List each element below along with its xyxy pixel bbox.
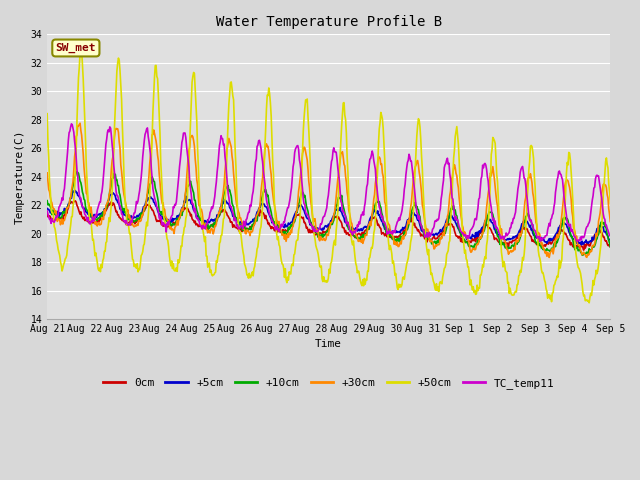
+5cm [112, 197, 120, 203]
Legend: 0cm, +5cm, +10cm, +30cm, +50cm, TC_temp11: 0cm, +5cm, +10cm, +30cm, +50cm, TC_temp1… [99, 373, 559, 393]
+10cm [579, 252, 587, 258]
0cm [607, 244, 614, 250]
+50cm [199, 228, 207, 234]
+5cm [54, 213, 61, 218]
TC_temp11 [112, 189, 120, 194]
+10cm [54, 213, 61, 218]
+10cm [415, 207, 422, 213]
0cm [170, 219, 177, 225]
Line: 0cm: 0cm [47, 201, 611, 250]
+30cm [607, 219, 614, 225]
TC_temp11 [54, 214, 61, 220]
+30cm [54, 218, 61, 224]
TC_temp11 [415, 216, 422, 222]
+50cm [112, 86, 120, 92]
+30cm [112, 126, 120, 132]
0cm [398, 231, 406, 237]
Y-axis label: Temperature(C): Temperature(C) [15, 130, 25, 224]
+30cm [44, 170, 51, 176]
+30cm [170, 227, 177, 233]
+50cm [586, 300, 593, 306]
0cm [72, 198, 79, 204]
+10cm [398, 234, 406, 240]
+10cm [112, 177, 120, 183]
+30cm [545, 254, 553, 260]
+50cm [78, 47, 86, 53]
+5cm [398, 228, 406, 233]
+5cm [577, 242, 585, 248]
+30cm [199, 217, 207, 223]
Title: Water Temperature Profile B: Water Temperature Profile B [216, 15, 442, 29]
0cm [580, 247, 588, 253]
+5cm [44, 205, 51, 211]
TC_temp11 [536, 239, 543, 244]
+50cm [398, 282, 406, 288]
+5cm [607, 237, 614, 242]
0cm [54, 217, 61, 223]
TC_temp11 [199, 222, 207, 228]
Line: +50cm: +50cm [47, 50, 611, 303]
+50cm [170, 261, 177, 266]
TC_temp11 [607, 233, 614, 239]
+30cm [415, 162, 422, 168]
Line: +10cm: +10cm [47, 172, 611, 255]
0cm [112, 209, 120, 215]
+5cm [199, 218, 207, 224]
Line: TC_temp11: TC_temp11 [47, 124, 611, 241]
TC_temp11 [170, 204, 177, 210]
+10cm [73, 169, 81, 175]
+10cm [607, 244, 614, 250]
+50cm [607, 200, 614, 206]
+10cm [170, 221, 177, 227]
TC_temp11 [398, 208, 406, 214]
+10cm [44, 198, 51, 204]
Line: +30cm: +30cm [47, 123, 611, 257]
+50cm [415, 116, 422, 121]
+50cm [54, 241, 61, 247]
+50cm [44, 111, 51, 117]
+5cm [71, 188, 79, 193]
+10cm [199, 221, 207, 227]
0cm [199, 223, 207, 229]
Text: SW_met: SW_met [56, 43, 96, 53]
+30cm [398, 235, 406, 241]
+30cm [76, 120, 84, 126]
TC_temp11 [68, 121, 76, 127]
X-axis label: Time: Time [316, 339, 342, 349]
TC_temp11 [44, 208, 51, 214]
+5cm [415, 217, 422, 223]
0cm [44, 212, 51, 217]
Line: +5cm: +5cm [47, 191, 611, 245]
+5cm [170, 217, 177, 223]
0cm [415, 227, 422, 233]
